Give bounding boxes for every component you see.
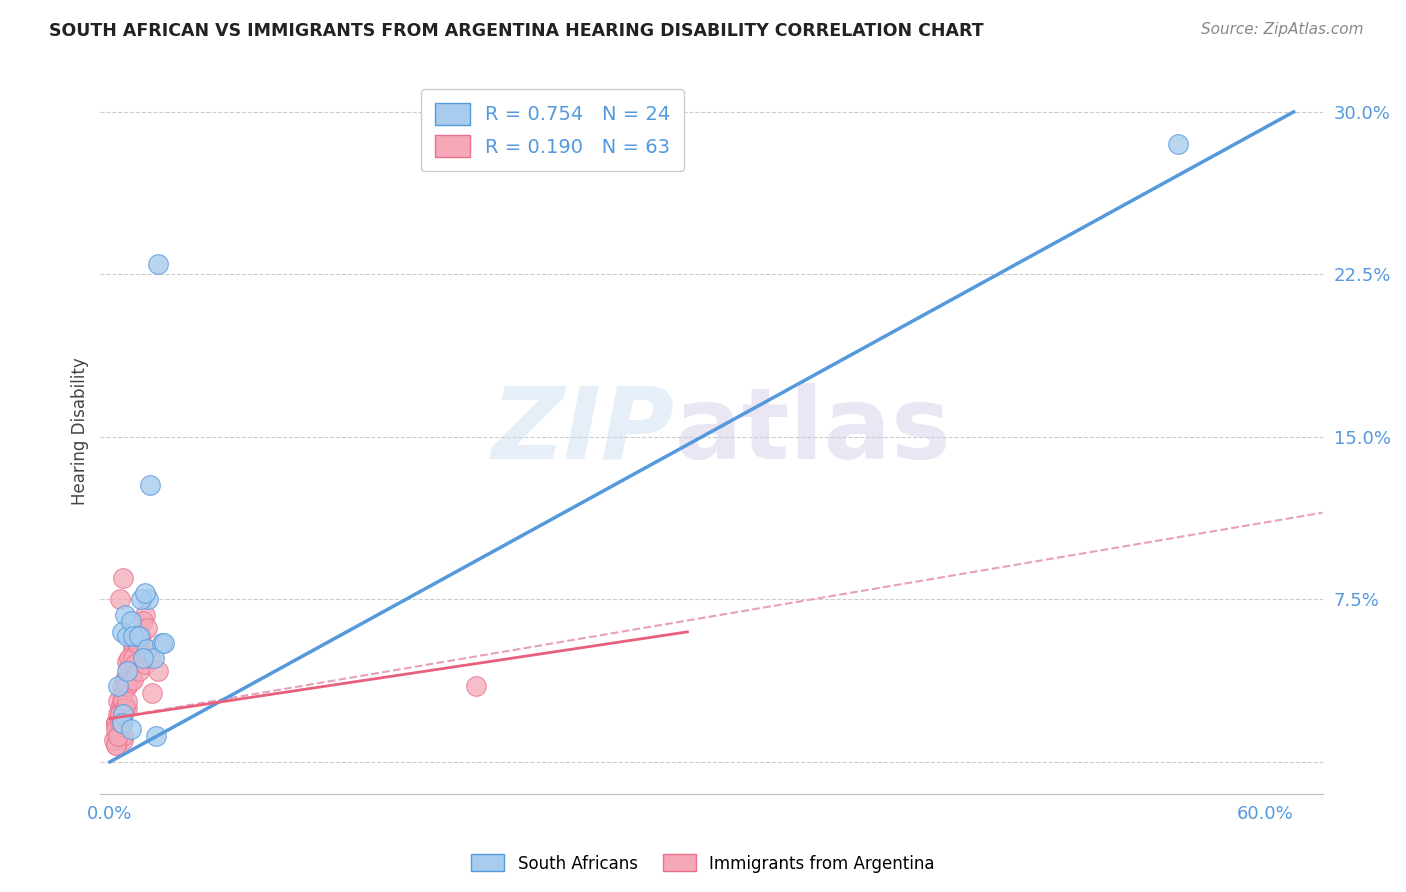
- Point: [125, 636, 148, 650]
- Point: [104, 723, 127, 737]
- Point: [112, 685, 135, 699]
- Point: [108, 592, 131, 607]
- Point: [134, 586, 156, 600]
- Point: [108, 715, 131, 730]
- Point: [120, 668, 142, 682]
- Point: [128, 664, 150, 678]
- Point: [131, 651, 153, 665]
- Point: [108, 700, 131, 714]
- Point: [107, 679, 129, 693]
- Point: [128, 629, 150, 643]
- Point: [122, 629, 145, 643]
- Point: [112, 707, 135, 722]
- Point: [131, 614, 153, 628]
- Point: [103, 733, 125, 747]
- Point: [107, 729, 129, 743]
- Point: [134, 642, 156, 657]
- Point: [150, 636, 173, 650]
- Point: [112, 733, 135, 747]
- Point: [120, 673, 142, 687]
- Point: [129, 592, 152, 607]
- Point: [134, 607, 156, 622]
- Point: [114, 673, 136, 687]
- Point: [135, 621, 157, 635]
- Point: [120, 614, 142, 628]
- Point: [108, 707, 131, 722]
- Point: [128, 629, 150, 643]
- Point: [118, 657, 141, 672]
- Point: [146, 256, 169, 270]
- Point: [112, 571, 135, 585]
- Point: [117, 700, 139, 714]
- Point: [110, 712, 132, 726]
- Point: [117, 694, 139, 708]
- Point: [107, 723, 129, 737]
- Point: [138, 592, 160, 607]
- Point: [141, 685, 163, 699]
- Point: [139, 651, 162, 665]
- Point: [110, 715, 132, 730]
- Point: [112, 694, 135, 708]
- Point: [139, 477, 162, 491]
- Point: [114, 679, 136, 693]
- Point: [117, 664, 139, 678]
- Point: [110, 679, 132, 693]
- Legend: R = 0.754   N = 24, R = 0.190   N = 63: R = 0.754 N = 24, R = 0.190 N = 63: [420, 89, 685, 171]
- Point: [114, 700, 136, 714]
- Point: [112, 729, 135, 743]
- Point: [107, 723, 129, 737]
- Point: [145, 729, 167, 743]
- Point: [153, 636, 176, 650]
- Text: Source: ZipAtlas.com: Source: ZipAtlas.com: [1201, 22, 1364, 37]
- Point: [122, 673, 145, 687]
- Point: [122, 642, 145, 657]
- Point: [110, 712, 132, 726]
- Point: [122, 636, 145, 650]
- Point: [117, 679, 139, 693]
- Point: [122, 651, 145, 665]
- Point: [124, 632, 146, 646]
- Point: [134, 657, 156, 672]
- Point: [117, 629, 139, 643]
- Y-axis label: Hearing Disability: Hearing Disability: [72, 358, 89, 506]
- Point: [104, 715, 127, 730]
- Point: [114, 673, 136, 687]
- Point: [125, 636, 148, 650]
- Point: [110, 624, 132, 639]
- Point: [114, 607, 136, 622]
- Point: [464, 679, 486, 693]
- Point: [110, 715, 132, 730]
- Point: [118, 664, 141, 678]
- Point: [1167, 137, 1189, 152]
- Point: [146, 664, 169, 678]
- Point: [135, 642, 157, 657]
- Point: [117, 655, 139, 669]
- Point: [143, 651, 166, 665]
- Point: [129, 629, 152, 643]
- Text: ZIP: ZIP: [492, 383, 675, 480]
- Point: [112, 707, 135, 722]
- Point: [124, 657, 146, 672]
- Point: [117, 679, 139, 693]
- Point: [104, 729, 127, 743]
- Point: [110, 694, 132, 708]
- Text: SOUTH AFRICAN VS IMMIGRANTS FROM ARGENTINA HEARING DISABILITY CORRELATION CHART: SOUTH AFRICAN VS IMMIGRANTS FROM ARGENTI…: [49, 22, 984, 40]
- Point: [107, 694, 129, 708]
- Point: [104, 738, 127, 752]
- Legend: South Africans, Immigrants from Argentina: South Africans, Immigrants from Argentin…: [464, 847, 942, 880]
- Point: [120, 723, 142, 737]
- Point: [104, 738, 127, 752]
- Text: atlas: atlas: [675, 383, 952, 480]
- Point: [108, 707, 131, 722]
- Point: [125, 629, 148, 643]
- Point: [107, 707, 129, 722]
- Point: [118, 651, 141, 665]
- Point: [104, 715, 127, 730]
- Point: [104, 715, 127, 730]
